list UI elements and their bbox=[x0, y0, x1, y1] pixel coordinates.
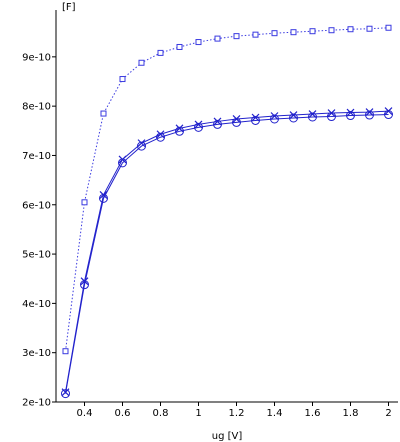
x-tick-label: 1 bbox=[195, 408, 201, 419]
circle-marker bbox=[80, 280, 89, 290]
circle-marker bbox=[137, 141, 146, 151]
y-tick-label: 6e-10 bbox=[22, 200, 51, 211]
x-tick-label: 0.8 bbox=[153, 408, 169, 419]
square-marker bbox=[271, 30, 278, 37]
x-tick-label: 1.8 bbox=[343, 408, 359, 419]
x-tick-label: 1.6 bbox=[305, 408, 321, 419]
square-marker bbox=[138, 59, 145, 66]
x-tick-label: 0.4 bbox=[77, 408, 93, 419]
square-marker bbox=[290, 29, 297, 36]
square-marker bbox=[233, 33, 240, 40]
circle-marker bbox=[365, 110, 374, 120]
series-square bbox=[62, 24, 392, 355]
series-line bbox=[65, 27, 389, 352]
circle-marker bbox=[213, 119, 222, 129]
square-marker bbox=[385, 24, 392, 31]
x-marker bbox=[308, 110, 317, 118]
square-marker bbox=[214, 35, 221, 42]
circle-marker bbox=[118, 158, 127, 168]
y-tick-label: 7e-10 bbox=[22, 151, 51, 162]
square-marker bbox=[81, 199, 88, 206]
x-marker bbox=[327, 109, 336, 117]
y-tick-label: 9e-10 bbox=[22, 52, 51, 63]
series-line bbox=[65, 114, 389, 394]
square-marker bbox=[347, 26, 354, 33]
x-marker bbox=[232, 115, 241, 123]
x-marker bbox=[80, 277, 89, 286]
square-marker bbox=[195, 39, 202, 46]
circle-marker bbox=[175, 126, 184, 136]
circle-marker bbox=[384, 110, 393, 120]
circle-marker bbox=[270, 114, 279, 124]
y-tick-label: 3e-10 bbox=[22, 348, 51, 359]
square-marker bbox=[252, 31, 259, 38]
circle-marker bbox=[194, 122, 203, 132]
circle-marker bbox=[308, 112, 317, 122]
series-circle bbox=[61, 110, 393, 399]
y-tick-label: 2e-10 bbox=[22, 398, 51, 409]
circle-marker bbox=[289, 113, 298, 123]
square-marker bbox=[62, 348, 69, 355]
circle-marker bbox=[327, 112, 336, 122]
x-marker bbox=[384, 107, 393, 116]
square-marker bbox=[366, 25, 373, 32]
x-axis-ticks: 0.4 0.6 0.8 1 1.2 1.4 1.6 1.8 2 bbox=[77, 402, 392, 419]
circle-marker bbox=[232, 117, 241, 127]
series-line bbox=[65, 110, 389, 393]
x-axis-title: ug [V] bbox=[212, 431, 243, 442]
x-tick-label: 2 bbox=[385, 408, 391, 419]
y-axis-ticks: 2e-10 3e-10 4e-10 5e-10 6e-10 7e-10 8e-10 9e-10 bbox=[22, 52, 56, 409]
circle-marker bbox=[61, 389, 70, 399]
circle-marker bbox=[346, 111, 355, 121]
square-marker bbox=[309, 28, 316, 35]
x-tick-label: 0.6 bbox=[115, 408, 131, 419]
y-axis-title: [F] bbox=[62, 2, 76, 13]
x-marker bbox=[365, 108, 374, 116]
x-tick-label: 1.4 bbox=[267, 408, 283, 419]
y-tick-label: 5e-10 bbox=[22, 250, 51, 261]
y-tick-label: 8e-10 bbox=[22, 102, 51, 113]
series-x bbox=[61, 107, 393, 397]
x-marker bbox=[270, 112, 279, 120]
x-tick-label: 1.2 bbox=[229, 408, 245, 419]
square-marker bbox=[119, 76, 126, 83]
circle-marker bbox=[251, 115, 260, 125]
y-tick-label: 4e-10 bbox=[22, 299, 51, 310]
x-marker bbox=[346, 108, 355, 117]
circle-marker bbox=[99, 193, 108, 203]
x-marker bbox=[99, 190, 108, 199]
series-layer bbox=[61, 24, 393, 399]
square-marker bbox=[157, 49, 164, 56]
square-marker bbox=[328, 27, 335, 34]
square-marker bbox=[176, 43, 183, 50]
square-marker bbox=[100, 110, 107, 117]
circle-marker bbox=[156, 132, 165, 142]
x-marker bbox=[118, 155, 127, 164]
